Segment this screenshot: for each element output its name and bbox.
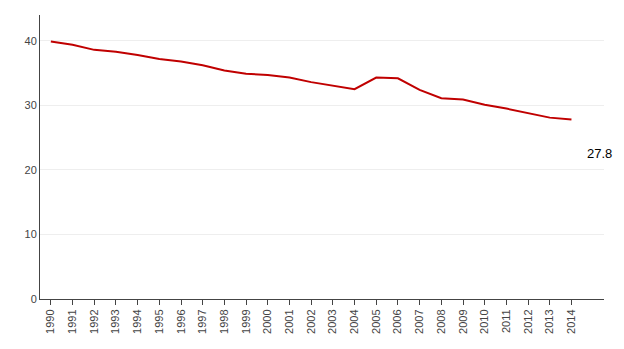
svg-text:2001: 2001	[283, 309, 295, 333]
svg-text:1992: 1992	[88, 309, 100, 333]
svg-text:2007: 2007	[413, 309, 425, 333]
svg-text:1994: 1994	[131, 309, 143, 333]
svg-text:20: 20	[25, 164, 37, 176]
svg-text:1995: 1995	[153, 309, 165, 333]
svg-text:2010: 2010	[478, 309, 490, 333]
svg-text:2008: 2008	[435, 309, 447, 333]
svg-text:1990: 1990	[44, 309, 56, 333]
svg-text:2000: 2000	[261, 309, 273, 333]
svg-text:1999: 1999	[240, 309, 252, 333]
svg-text:27.8: 27.8	[587, 146, 612, 161]
svg-text:2013: 2013	[543, 309, 555, 333]
svg-text:1991: 1991	[66, 309, 78, 333]
svg-text:2002: 2002	[305, 309, 317, 333]
svg-text:2011: 2011	[500, 309, 512, 333]
svg-text:2003: 2003	[326, 309, 338, 333]
svg-text:10: 10	[25, 228, 37, 240]
svg-text:2009: 2009	[457, 309, 469, 333]
svg-text:2005: 2005	[370, 309, 382, 333]
svg-text:2004: 2004	[348, 309, 360, 333]
svg-text:1998: 1998	[218, 309, 230, 333]
svg-text:2014: 2014	[565, 309, 577, 333]
svg-text:1997: 1997	[196, 309, 208, 333]
svg-text:2012: 2012	[522, 309, 534, 333]
svg-text:30: 30	[25, 99, 37, 111]
svg-text:1996: 1996	[175, 309, 187, 333]
svg-text:1993: 1993	[109, 309, 121, 333]
svg-text:40: 40	[25, 35, 37, 47]
svg-text:2006: 2006	[391, 309, 403, 333]
svg-text:0: 0	[31, 293, 37, 305]
